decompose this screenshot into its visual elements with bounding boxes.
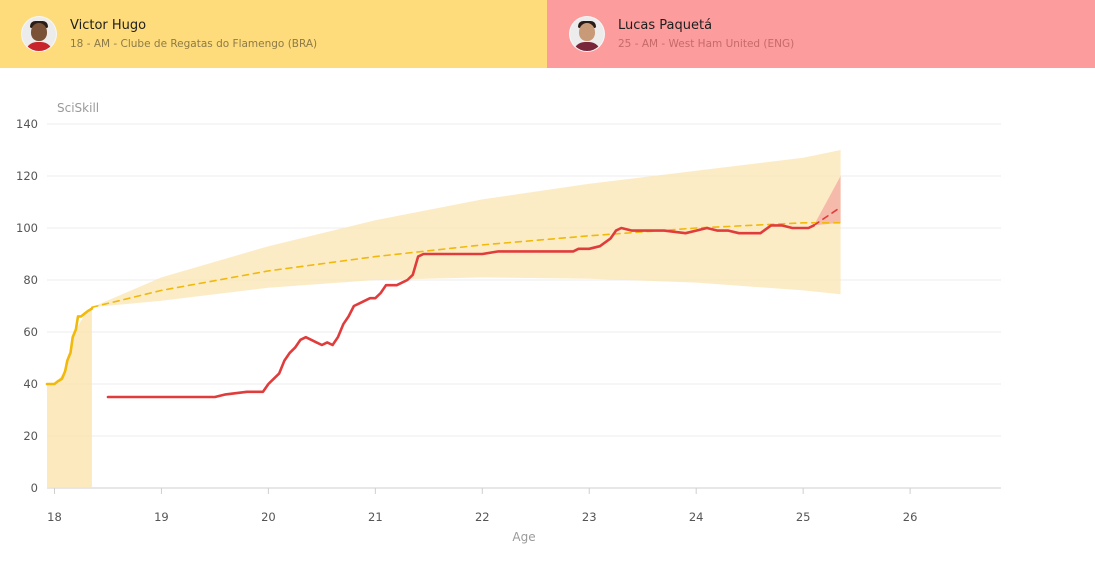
y-tick-label: 140 — [16, 117, 38, 131]
y-tick-label: 80 — [23, 273, 38, 287]
x-tick-label: 21 — [368, 510, 383, 524]
series-line-1 — [91, 222, 842, 309]
band-victor-hugo-1 — [91, 150, 841, 308]
x-tick-label: 25 — [796, 510, 811, 524]
player-name: Lucas Paquetá — [618, 17, 713, 33]
chart-axes: 0 20 40 60 80 100 120 140 18 19 20 21 22 23 24 25 26 — [16, 117, 917, 524]
y-tick-label: 60 — [23, 325, 38, 339]
x-tick-label: 20 — [261, 510, 276, 524]
series-line-3 — [812, 206, 842, 227]
chart-grid — [47, 123, 1001, 489]
player-avatar — [569, 16, 605, 52]
chart-bands — [47, 150, 841, 488]
x-tick-label: 18 — [47, 510, 62, 524]
chart-lines — [45, 206, 842, 399]
player-avatar — [21, 16, 57, 52]
y-tick-label: 0 — [31, 481, 38, 495]
player-name: Victor Hugo — [70, 17, 147, 33]
y-axis-label: SciSkill — [57, 101, 99, 115]
player-card-lucas-paqueta[interactable]: Lucas Paquetá 25 - AM - West Ham United … — [547, 0, 1095, 68]
y-tick-label: 100 — [16, 221, 38, 235]
x-tick-label: 23 — [582, 510, 597, 524]
sciskill-age-chart: 0 20 40 60 80 100 120 140 18 19 20 21 22 23 24 25 26 Sci… — [16, 101, 1001, 544]
band-paqueta-2 — [813, 176, 841, 226]
player-header: Victor Hugo 18 - AM - Clube de Regatas d… — [0, 0, 1095, 68]
player-info: Victor Hugo 18 - AM - Clube de Regatas d… — [70, 18, 317, 51]
y-tick-label: 40 — [23, 377, 38, 391]
x-tick-label: 26 — [903, 510, 918, 524]
x-tick-label: 19 — [154, 510, 169, 524]
player-card-victor-hugo[interactable]: Victor Hugo 18 - AM - Clube de Regatas d… — [0, 0, 547, 68]
player-info: Lucas Paquetá 25 - AM - West Ham United … — [618, 18, 794, 51]
series-line-2 — [106, 224, 816, 399]
y-tick-label: 20 — [23, 429, 38, 443]
player-meta: 18 - AM - Clube de Regatas do Flamengo (… — [70, 37, 318, 50]
x-tick-label: 24 — [689, 510, 704, 524]
y-tick-label: 120 — [16, 169, 38, 183]
x-axis-label: Age — [512, 530, 535, 544]
player-meta: 25 - AM - West Ham United (ENG) — [618, 37, 795, 50]
series-line-0 — [45, 307, 94, 386]
band-victor-hugo-0 — [47, 308, 92, 488]
x-tick-label: 22 — [475, 510, 490, 524]
